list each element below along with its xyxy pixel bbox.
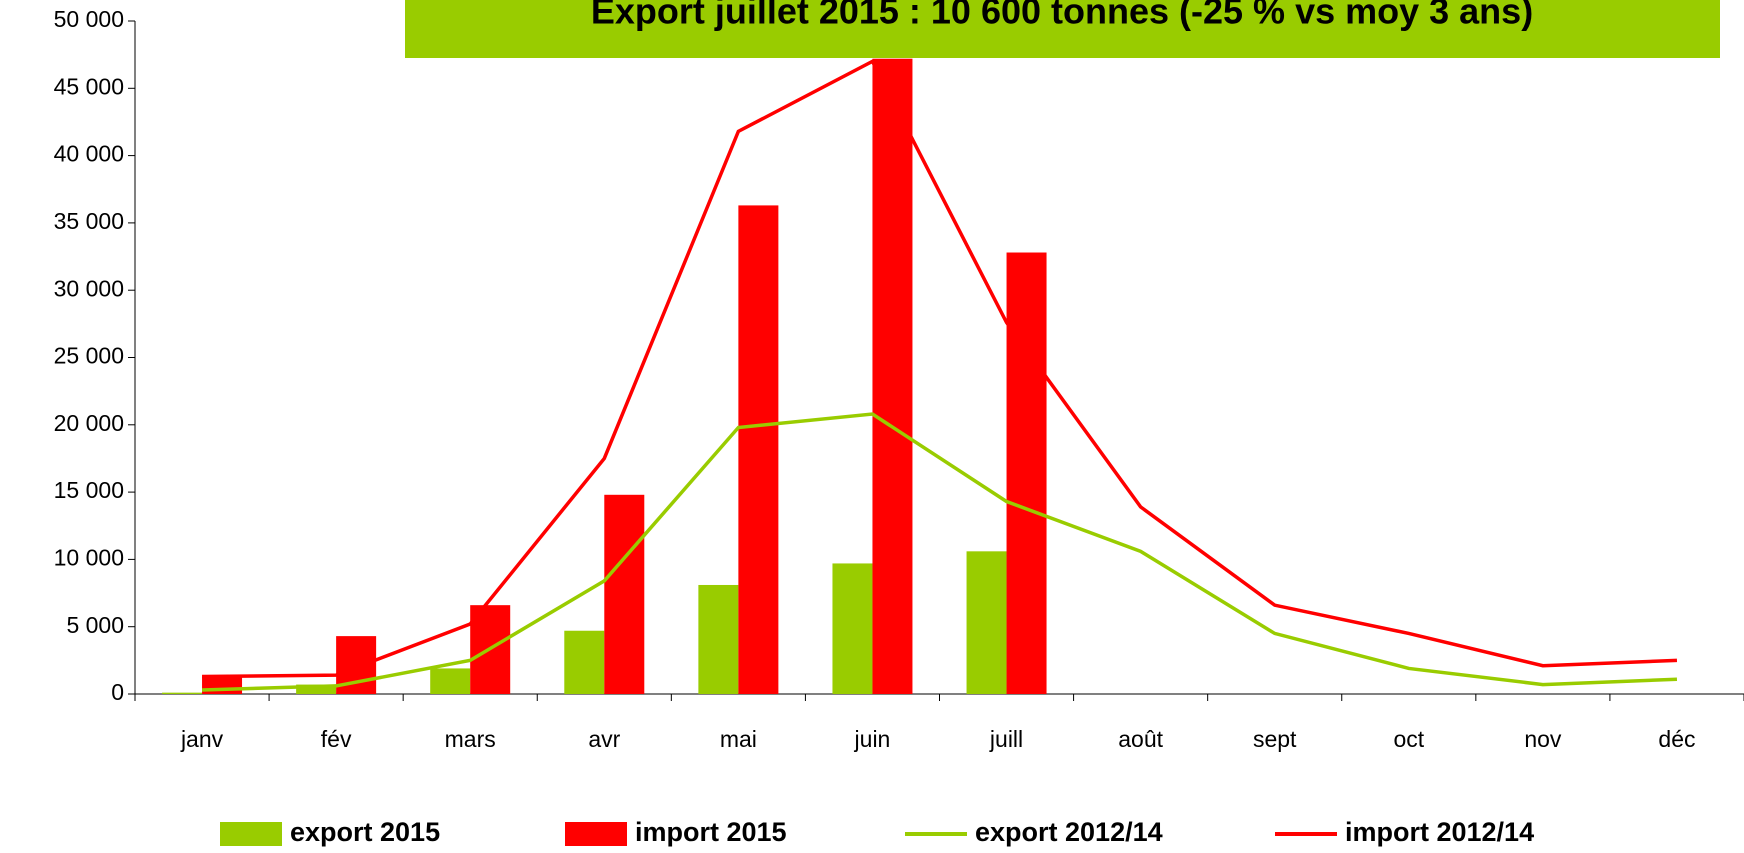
bar — [738, 205, 779, 695]
legend-swatch — [565, 822, 627, 846]
line — [201, 412, 1678, 692]
y-tick-label: 30 000 — [54, 275, 124, 301]
bar — [162, 692, 203, 694]
x-tick-label: janv — [180, 726, 224, 752]
x-tick-label: nov — [1524, 726, 1562, 752]
y-tick-label: 20 000 — [54, 410, 124, 436]
y-tick-label: 10 000 — [54, 544, 124, 570]
legend-swatch — [220, 822, 282, 846]
legend-label: import 2015 — [635, 817, 787, 847]
bar — [604, 494, 645, 694]
bar — [564, 630, 605, 694]
y-tick-label: 25 000 — [54, 343, 124, 369]
y-tick-label: 50 000 — [54, 6, 124, 32]
y-tick-label: 40 000 — [54, 141, 124, 167]
x-tick-label: mars — [445, 726, 496, 752]
x-tick-label: août — [1118, 726, 1163, 752]
bar — [698, 584, 739, 694]
bar — [832, 563, 873, 694]
x-tick-label: juill — [989, 726, 1023, 752]
y-tick-label: 5 000 — [66, 612, 124, 638]
x-tick-label: déc — [1658, 726, 1695, 752]
legend-label: export 2012/14 — [975, 817, 1163, 847]
y-tick-label: 45 000 — [54, 73, 124, 99]
title-box — [405, 0, 1720, 58]
x-tick-label: fév — [321, 726, 352, 752]
legend-label: import 2012/14 — [1345, 817, 1534, 847]
y-tick-label: 35 000 — [54, 208, 124, 234]
bar — [430, 668, 471, 694]
y-tick-label: 0 — [111, 679, 124, 705]
x-tick-label: sept — [1253, 726, 1297, 752]
legend-label: export 2015 — [290, 817, 440, 847]
x-tick-label: avr — [588, 726, 620, 752]
x-tick-label: oct — [1393, 726, 1424, 752]
bar — [1006, 252, 1047, 694]
line — [202, 59, 1678, 679]
chart-title: Export juillet 2015 : 10 600 tonnes (-25… — [591, 0, 1533, 32]
bar — [296, 684, 337, 694]
x-tick-label: mai — [720, 726, 757, 752]
bar — [872, 58, 913, 695]
x-tick-label: juin — [854, 726, 891, 752]
y-tick-label: 15 000 — [54, 477, 124, 503]
bar — [966, 551, 1007, 694]
